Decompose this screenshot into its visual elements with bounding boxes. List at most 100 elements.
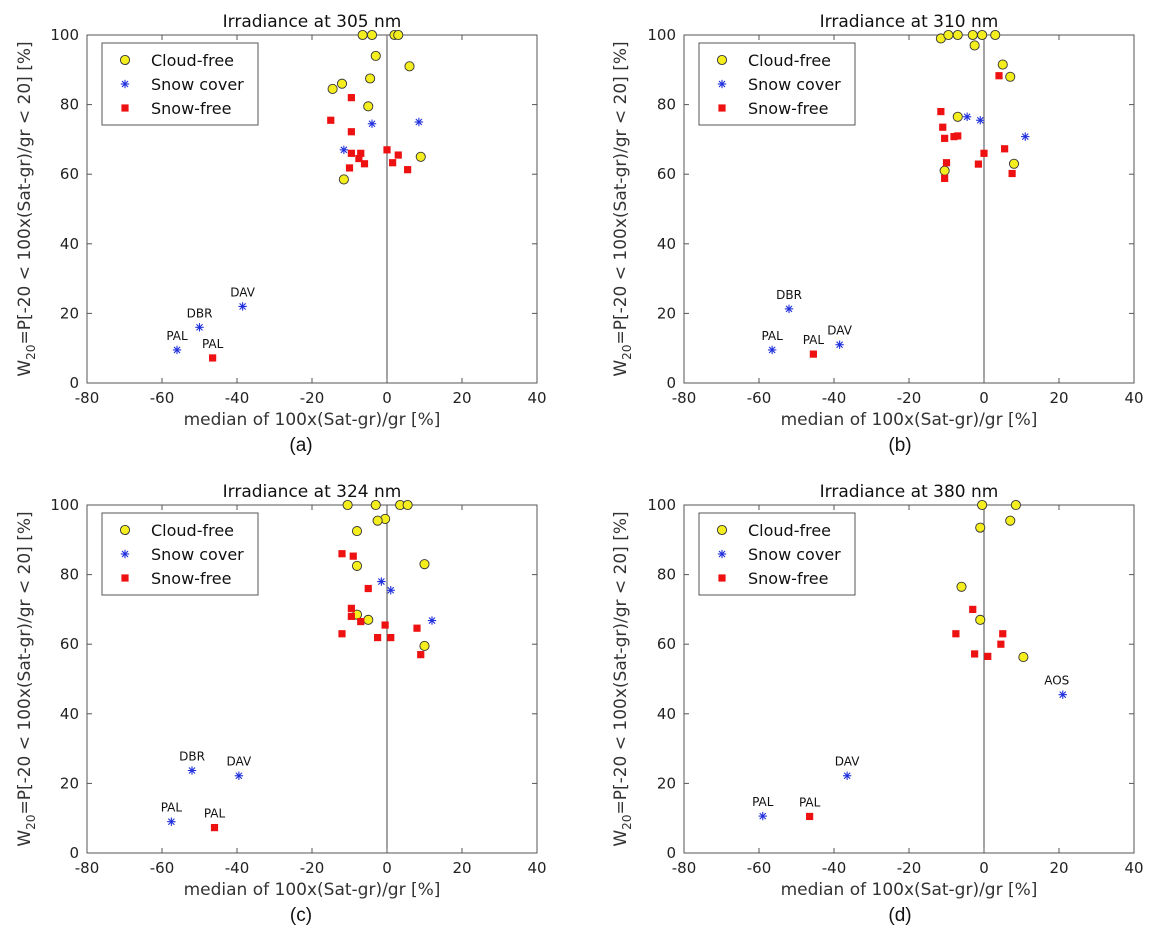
chart-title: Irradiance at 305 nm [223, 12, 402, 32]
cloud-free-point [370, 499, 381, 511]
legend-marker-cloud-free [119, 524, 131, 536]
snow-free-point [937, 107, 945, 116]
series-snow-free [210, 550, 425, 832]
snow-free-point [1008, 169, 1016, 178]
cloud-free-point [327, 83, 338, 94]
snow-cover-point [377, 577, 386, 586]
y-axis-label: W20=P[-20 < 100x(Sat-gr)/gr < 20] [%] [611, 41, 634, 376]
snow-free-point [389, 159, 397, 167]
snow-free-point [338, 630, 346, 638]
x-axis-label: median of 100x(Sat-gr)/gr [%] [781, 410, 1038, 430]
x-tick-label: -60 [747, 389, 772, 407]
cloud-free-point [415, 151, 426, 162]
y-tick-label: 40 [657, 235, 676, 253]
cloud-free-point [363, 614, 374, 625]
legend-marker-snow-free [718, 574, 726, 582]
snow-free-point [417, 651, 425, 659]
cloud-free-point [342, 499, 353, 511]
point-annotation: PAL [799, 795, 821, 809]
cloud-free-point [419, 559, 430, 570]
snow-free-point [394, 151, 402, 159]
legend-marker-snow-cover [120, 549, 130, 559]
cloud-free-point [1008, 158, 1020, 169]
snow-free-point [347, 149, 355, 157]
snow-cover-point [167, 817, 176, 826]
y-tick-label: 0 [69, 844, 79, 862]
x-tick-label: 40 [527, 389, 546, 407]
snow-free-point [954, 132, 962, 140]
snow-free-point [357, 149, 365, 157]
cloud-free-point [365, 73, 376, 84]
snow-free-point [999, 630, 1007, 638]
cloud-free-point [357, 29, 368, 41]
series-cloud-free [956, 499, 1029, 663]
y-tick-label: 80 [657, 96, 676, 114]
cloud-free-point [956, 581, 967, 592]
snow-free-point [942, 159, 951, 167]
legend-label-cloud-free: Cloud-free [151, 51, 234, 70]
snow-free-point [357, 617, 365, 626]
snow-free-point [971, 650, 979, 658]
x-tick-label: -80 [672, 859, 697, 877]
panel-letter: (c) [290, 905, 312, 926]
snow-cover-point [758, 811, 767, 821]
cloud-free-point [363, 101, 374, 112]
snow-free-point [338, 550, 346, 558]
legend-marker-snow-cover [120, 79, 130, 89]
legend-marker-cloud-free [716, 54, 728, 66]
legend: Cloud-free Snow cover Snow-free [101, 42, 259, 126]
snow-free-point [347, 612, 355, 620]
y-tick-label: 60 [60, 165, 79, 183]
y-tick-label: 20 [657, 304, 676, 322]
snow-cover-point [386, 586, 395, 595]
y-tick-label: 80 [60, 96, 79, 114]
y-tick-label: 20 [657, 774, 676, 792]
cloud-free-point [404, 61, 415, 72]
point-annotation: PAL [202, 337, 224, 351]
x-tick-label: 0 [382, 859, 392, 877]
snow-free-point [995, 72, 1003, 80]
snow-cover-point [187, 766, 197, 775]
cloud-free-point [393, 29, 404, 41]
cloud-free-point [351, 526, 363, 537]
x-tick-label: 20 [1049, 859, 1068, 877]
y-tick-label: 60 [657, 165, 676, 183]
series-snow-free [209, 94, 412, 362]
snow-cover-point [195, 323, 204, 332]
snow-free-point [809, 350, 817, 358]
cloud-free-point [952, 111, 963, 122]
x-tick-label: 0 [382, 389, 392, 407]
y-tick-label: 40 [60, 705, 79, 723]
point-annotation: PAL [803, 333, 825, 347]
legend-label-snow-free: Snow-free [748, 99, 829, 118]
legend-marker-cloud-free [716, 524, 728, 536]
snow-free-point [327, 116, 335, 124]
cloud-free-point [967, 29, 978, 41]
snow-free-point [347, 94, 355, 102]
y-tick-label: 60 [657, 635, 676, 653]
series-cloud-free [935, 29, 1020, 176]
x-axis-label: median of 100x(Sat-gr)/gr [%] [781, 880, 1038, 900]
x-tick-label: 40 [1124, 859, 1143, 877]
chart-title: Irradiance at 380 nm [820, 482, 999, 502]
x-axis-label: median of 100x(Sat-gr)/gr [%] [184, 880, 441, 900]
legend-label-snow-cover: Snow cover [748, 75, 841, 94]
series-cloud-free [327, 29, 426, 185]
snow-free-point [345, 164, 354, 172]
snow-cover-point [962, 112, 972, 121]
cloud-free-point [338, 174, 349, 185]
x-tick-label: -20 [300, 389, 325, 407]
snow-free-point [383, 146, 391, 154]
y-tick-label: 20 [60, 304, 79, 322]
y-axis-label: W20=P[-20 < 100x(Sat-gr)/gr < 20] [%] [15, 41, 38, 376]
y-tick-label: 100 [50, 26, 79, 44]
y-tick-label: 40 [60, 235, 79, 253]
panel-letter: (a) [289, 435, 312, 456]
point-annotation: PAL [761, 329, 783, 343]
y-tick-label: 80 [657, 566, 676, 584]
snow-free-point [941, 174, 949, 182]
y-tick-label: 80 [60, 566, 79, 584]
legend-label-snow-cover: Snow cover [151, 75, 244, 94]
x-tick-label: -60 [150, 389, 175, 407]
